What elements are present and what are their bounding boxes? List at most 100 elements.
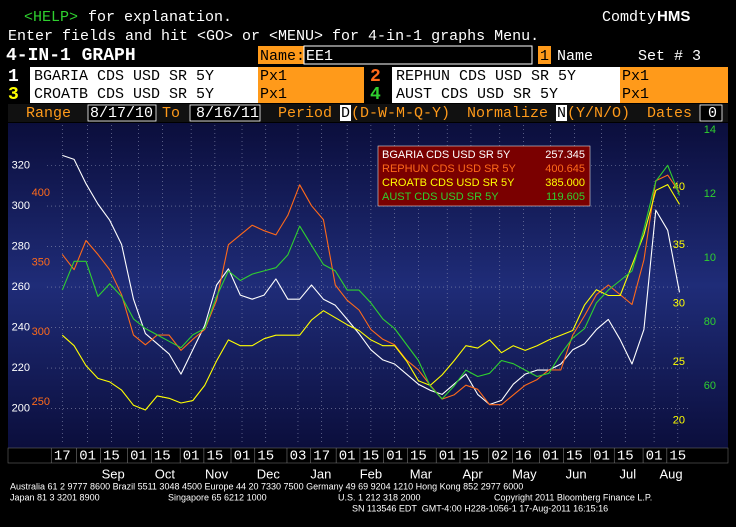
y-tick-label: 20 — [673, 414, 685, 426]
ticker[interactable]: REPHUN CDS USD SR 5Y — [396, 68, 576, 85]
field[interactable]: Px1 — [622, 86, 649, 103]
field[interactable]: Px1 — [622, 68, 649, 85]
y-tick-label: 240 — [12, 321, 30, 333]
security-number: 2 — [370, 67, 381, 87]
ticker[interactable]: AUST CDS USD SR 5Y — [396, 86, 558, 103]
month-label: Apr — [463, 466, 484, 481]
normalize[interactable]: N — [557, 105, 566, 122]
end-date[interactable]: 8/16/11 — [196, 105, 259, 122]
field[interactable]: Px1 — [260, 68, 287, 85]
y-tick-label: 30 — [673, 298, 685, 310]
field-box[interactable] — [258, 85, 364, 103]
help-key[interactable]: <HELP> — [24, 9, 78, 26]
legend-value: 400.645 — [545, 163, 585, 175]
footer-contacts: Australia 61 2 9777 8600 Brazil 5511 304… — [10, 481, 523, 491]
x-tick-label: 15 — [257, 449, 274, 465]
x-tick-label: 15 — [206, 449, 223, 465]
dates-label: Dates — [647, 105, 692, 122]
ticker[interactable]: BGARIA CDS USD SR 5Y — [34, 68, 214, 85]
x-tick-label: 01 — [646, 449, 663, 465]
legend-label: BGARIA CDS USD SR 5Y — [382, 149, 511, 161]
field-box[interactable] — [620, 67, 728, 85]
securities: 1 BGARIA CDS USD SR 5Y Px1 2 REPHUN CDS … — [8, 67, 728, 105]
ticker[interactable]: CROATB CDS USD SR 5Y — [34, 86, 214, 103]
end-field[interactable] — [189, 104, 261, 122]
y-tick-label: 40 — [673, 181, 685, 193]
x-tick-label: 01 — [79, 449, 96, 465]
y-tick-label: 260 — [12, 281, 30, 293]
footer-session: SN 113546 EDT GMT-4:00 H228-1056-1 17-Au… — [352, 503, 608, 513]
legend-box — [377, 145, 591, 207]
y-tick-label: 320 — [12, 159, 30, 171]
legend-value: 119.605 — [546, 191, 585, 203]
name-field[interactable] — [303, 45, 533, 65]
month-label: Jan — [310, 466, 331, 481]
period-label: Period — [278, 105, 332, 122]
x-tick-label: 15 — [154, 449, 171, 465]
x-tick-label: 03 — [290, 449, 307, 465]
dates[interactable]: 0 — [708, 105, 717, 122]
footer-contact: Singapore 65 6212 1000 — [168, 492, 267, 502]
x-tick-label: 15 — [617, 449, 634, 465]
series-line — [62, 154, 681, 406]
set-key[interactable]: 1 — [540, 48, 549, 65]
ticker-field[interactable] — [392, 85, 620, 103]
security-number: 3 — [8, 85, 19, 105]
name-label-box — [258, 46, 304, 64]
series-line — [61, 164, 681, 400]
month-label: Dec — [257, 466, 281, 481]
legend-label: AUST CDS USD SR 5Y — [382, 191, 499, 203]
footer-contact: U.S. 1 212 318 2000 — [338, 492, 421, 502]
start-field[interactable] — [87, 104, 157, 122]
x-tick-label: 01 — [386, 449, 403, 465]
name-value[interactable]: EE1 — [306, 48, 333, 65]
x-tick-label: 15 — [103, 449, 120, 465]
period-options: (D-W-M-Q-Y) — [351, 105, 450, 122]
period[interactable]: D — [341, 105, 350, 122]
settings: Range 8/17/10 To 8/16/11 Period D (D-W-M… — [8, 104, 728, 122]
settings-bar — [8, 104, 728, 122]
field-box[interactable] — [620, 85, 728, 103]
start-date[interactable]: 8/17/10 — [90, 105, 153, 122]
legend-label: CROATB CDS USD SR 5Y — [382, 177, 515, 189]
y-tick-label: 14 — [704, 124, 716, 136]
page-title: 4-IN-1 GRAPH — [6, 46, 136, 66]
ticker-field[interactable] — [392, 67, 620, 85]
chart-background — [8, 123, 728, 448]
ticker-field[interactable] — [30, 67, 258, 85]
brand: HMS — [657, 8, 690, 25]
dates-field[interactable] — [699, 104, 723, 122]
source: Comdty — [602, 9, 656, 26]
set-label: Set # 3 — [638, 48, 701, 65]
y-tick-label: 300 — [32, 326, 50, 338]
set-name-label: Name — [557, 48, 593, 65]
name-label: Name: — [260, 48, 305, 65]
security-number: 4 — [370, 85, 381, 105]
y-tick-label: 25 — [673, 356, 685, 368]
field[interactable]: Px1 — [260, 86, 287, 103]
range-label: Range — [26, 105, 71, 122]
x-tick-label: 15 — [362, 449, 379, 465]
y-tick-label: 280 — [12, 240, 30, 252]
y-tick-label: 60 — [704, 380, 716, 392]
security-number: 1 — [8, 67, 19, 87]
set-key-box[interactable] — [538, 46, 551, 64]
y-tick-label: 350 — [32, 257, 50, 269]
month-label: Mar — [410, 466, 433, 481]
field-box[interactable] — [258, 67, 364, 85]
series-line — [61, 174, 680, 406]
period-field[interactable] — [340, 105, 351, 121]
x-tick-label: 16 — [515, 449, 532, 465]
legend-value: 385.000 — [545, 177, 585, 189]
month-label: Jul — [619, 466, 636, 481]
ticker-field[interactable] — [30, 85, 258, 103]
x-tick-label: 01 — [339, 449, 356, 465]
normalize-field[interactable] — [556, 105, 567, 121]
help-text: for explanation. — [88, 9, 232, 26]
x-tick-label: 15 — [463, 449, 480, 465]
x-tick-label: 01 — [183, 449, 200, 465]
y-tick-label: 200 — [12, 402, 30, 414]
x-tick-label: 01 — [130, 449, 147, 465]
y-tick-label: 35 — [673, 239, 685, 251]
